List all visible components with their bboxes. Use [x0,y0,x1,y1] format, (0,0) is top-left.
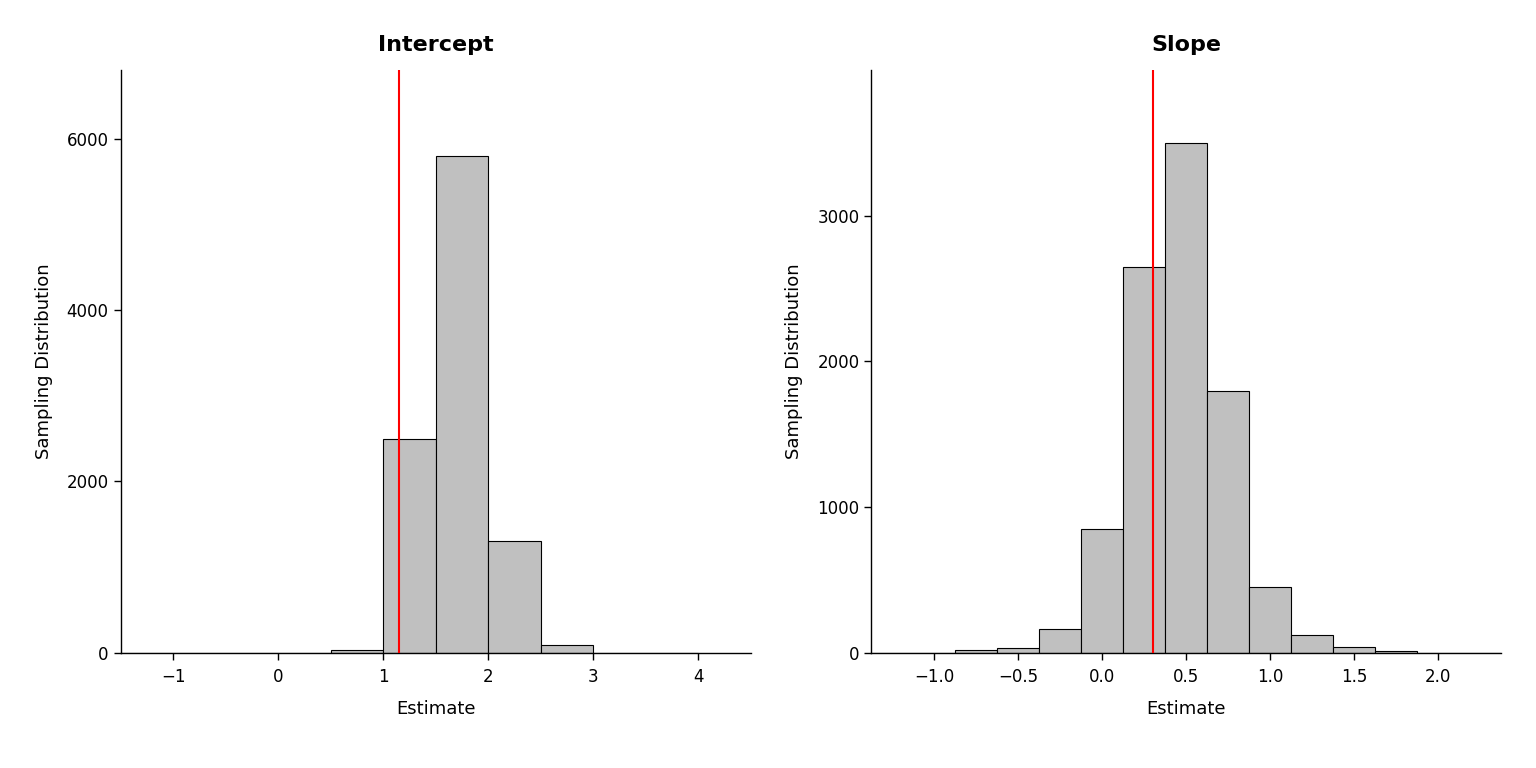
Bar [436,156,488,653]
Bar [1166,143,1207,653]
Bar [1249,588,1292,653]
Bar [1123,266,1166,653]
Bar [1292,635,1333,653]
Bar [1081,529,1123,653]
Bar [955,650,997,653]
Bar [330,650,382,653]
Bar [1333,647,1375,653]
Bar [997,648,1040,653]
Bar [382,439,436,653]
Y-axis label: Sampling Distribution: Sampling Distribution [35,263,52,459]
Bar [1375,651,1418,653]
Bar [541,645,593,653]
X-axis label: Estimate: Estimate [1146,700,1226,718]
X-axis label: Estimate: Estimate [396,700,475,718]
Bar [1040,630,1081,653]
Y-axis label: Sampling Distribution: Sampling Distribution [785,263,803,459]
Title: Slope: Slope [1150,35,1221,55]
Bar [1207,391,1249,653]
Title: Intercept: Intercept [378,35,493,55]
Bar [488,541,541,653]
